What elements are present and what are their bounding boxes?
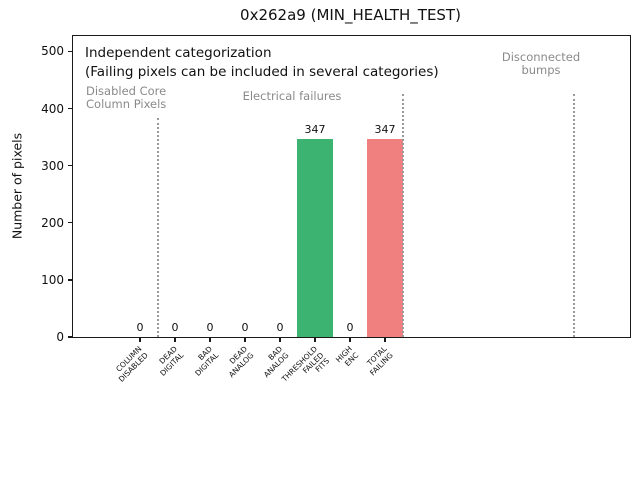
x-tick-mark	[384, 338, 386, 342]
chart-title: 0x262a9 (MIN_HEALTH_TEST)	[240, 6, 461, 24]
y-tick-mark	[68, 222, 72, 224]
x-category-label: DEAD ANALOG	[226, 344, 255, 379]
bar-value-label: 0	[171, 321, 179, 334]
region-separator-dotted-line	[573, 94, 575, 337]
bar	[297, 138, 333, 337]
y-tick-label: 400	[41, 101, 64, 116]
annotation-independent-categorization: Independent categorization	[85, 45, 272, 61]
y-tick-mark	[68, 50, 72, 53]
x-tick-mark	[279, 338, 281, 342]
x-category-label: COLUMN DISABLED	[114, 344, 150, 384]
y-axis-label: Number of pixels	[9, 132, 25, 240]
y-tick-label: 300	[41, 158, 64, 173]
region-separator-dotted-line	[156, 118, 159, 337]
y-tick-label: 500	[41, 44, 64, 59]
bar-value-label: 0	[276, 321, 284, 334]
x-tick-mark	[349, 338, 351, 342]
bar-value-label: 0	[346, 321, 354, 334]
x-tick-mark	[139, 338, 141, 342]
bar-value-label: 0	[241, 321, 249, 334]
y-tick-mark	[68, 279, 72, 281]
y-tick-mark	[68, 336, 72, 338]
x-tick-mark	[209, 338, 211, 342]
x-category-label: BAD DIGITAL	[192, 344, 220, 378]
annotation-region-disconnected-bumps: Disconnected bumps	[501, 50, 581, 77]
annotation-region-electrical-failures: Electrical failures	[242, 89, 342, 103]
x-tick-mark	[244, 338, 246, 342]
x-category-label: TOTAL FAILING	[365, 344, 395, 378]
plot-area: Independent categorization (Failing pixe…	[41, 35, 631, 383]
y-tick-label: 0	[56, 330, 64, 344]
y-tick-mark	[68, 164, 72, 167]
x-category-label: HIGH ENC	[333, 344, 360, 368]
y-tick-label: 100	[41, 272, 64, 287]
bar-value-label: 347	[304, 122, 326, 136]
bar-value-label: 0	[206, 321, 214, 334]
region-separator-dotted-line	[401, 94, 404, 337]
y-tick-label: 200	[41, 215, 64, 230]
y-tick-mark	[68, 107, 72, 110]
x-tick-mark	[174, 338, 176, 342]
bar-value-label: 347	[374, 122, 396, 136]
bar	[367, 138, 403, 337]
x-category-label: DEAD DIGITAL	[157, 344, 185, 378]
annotation-failing-pixels-note: (Failing pixels can be included in sever…	[85, 64, 439, 80]
annotation-region-disabled-core-column-pixels: Disabled Core Column Pixels	[86, 84, 167, 111]
x-tick-mark	[314, 338, 316, 342]
bar-value-label: 0	[136, 321, 144, 334]
